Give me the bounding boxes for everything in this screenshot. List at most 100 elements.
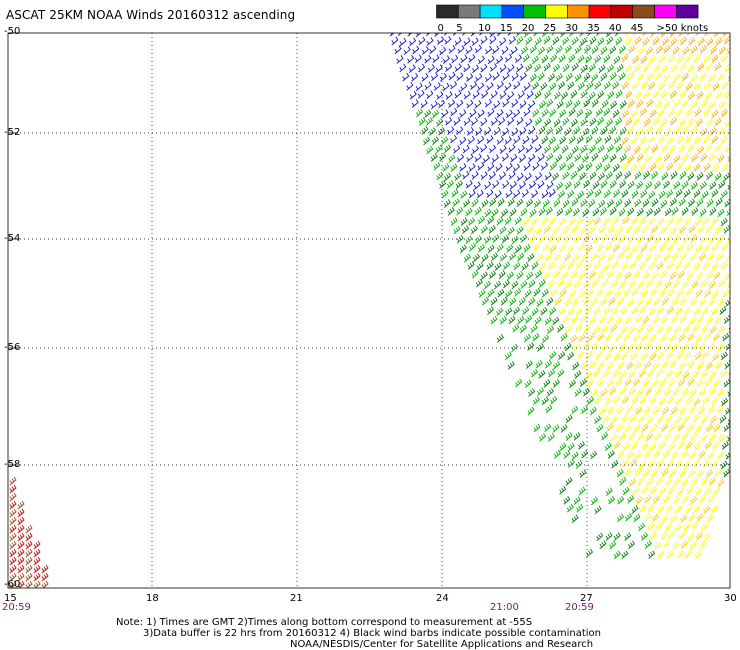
wind-barb xyxy=(665,414,673,424)
wind-barb xyxy=(564,325,572,334)
wind-barb xyxy=(504,82,512,91)
wind-barb xyxy=(628,325,636,334)
wind-barb xyxy=(403,46,411,55)
wind-barb xyxy=(597,90,605,99)
wind-barb xyxy=(456,99,464,109)
wind-barb xyxy=(407,33,413,37)
wind-barb xyxy=(631,216,639,225)
wind-barb xyxy=(562,225,570,235)
wind-barb xyxy=(648,307,656,316)
wind-barb xyxy=(687,360,695,369)
wind-barb xyxy=(552,144,560,153)
wind-barb xyxy=(557,369,565,378)
wind-barb xyxy=(528,100,536,109)
wind-barb xyxy=(472,90,480,100)
wind-barb xyxy=(564,280,572,290)
wind-barb xyxy=(459,244,467,254)
wind-barb xyxy=(533,33,538,37)
wind-barb xyxy=(532,396,540,406)
wind-barb xyxy=(711,262,719,272)
wind-barb xyxy=(637,415,645,424)
wind-barb xyxy=(649,396,657,405)
wind-barb xyxy=(691,521,699,531)
wind-barb xyxy=(523,244,531,253)
wind-barb xyxy=(456,206,464,216)
wind-barb xyxy=(505,289,513,299)
wind-barb xyxy=(552,270,560,279)
wind-barb xyxy=(494,262,502,271)
wind-barb xyxy=(570,89,578,99)
wind-barb xyxy=(480,225,488,234)
wind-barb xyxy=(634,90,642,100)
wind-barb xyxy=(699,208,707,217)
wind-barb xyxy=(600,324,608,333)
wind-barb xyxy=(674,325,682,334)
wind-barb xyxy=(725,451,730,460)
wind-barb xyxy=(709,207,717,216)
wind-barb xyxy=(492,180,500,189)
wind-barb xyxy=(685,441,693,450)
wind-barb xyxy=(651,225,659,234)
wind-barb xyxy=(432,109,440,119)
wind-barb xyxy=(606,36,614,45)
wind-barb xyxy=(556,207,564,217)
wind-barb xyxy=(732,470,738,478)
wind-barb xyxy=(575,460,583,469)
wind-barb xyxy=(491,252,499,262)
wind-barb xyxy=(520,234,528,243)
wind-barb xyxy=(692,504,700,514)
wind-barb xyxy=(624,468,632,477)
wind-barb xyxy=(562,117,570,126)
wind-barb xyxy=(641,485,649,495)
wind-barb xyxy=(9,548,17,558)
wind-barb xyxy=(668,378,676,387)
wind-barb xyxy=(591,126,599,135)
wind-barb xyxy=(555,125,563,135)
map-frame xyxy=(7,32,731,589)
wind-barb xyxy=(529,45,537,54)
wind-barb xyxy=(576,503,584,513)
wind-barb xyxy=(610,415,618,425)
wind-barb xyxy=(682,234,690,244)
wind-barb xyxy=(641,288,649,298)
wind-barb xyxy=(646,477,654,487)
wind-barb xyxy=(549,351,557,360)
wind-barb xyxy=(668,442,676,451)
wind-barb xyxy=(469,109,477,118)
wind-barb xyxy=(632,270,640,279)
wind-barb xyxy=(477,55,485,65)
wind-barb xyxy=(710,459,718,468)
wind-barb xyxy=(466,73,474,82)
wind-barb xyxy=(407,54,415,64)
lon-label: 15 xyxy=(4,593,17,604)
wind-barb xyxy=(577,190,585,200)
wind-barb xyxy=(693,189,701,199)
wind-barb xyxy=(631,109,638,119)
wind-barb xyxy=(499,145,507,154)
wind-barb xyxy=(627,343,635,353)
wind-barb xyxy=(531,134,539,144)
wind-barb xyxy=(636,99,644,109)
wind-barb xyxy=(627,495,635,504)
wind-barb xyxy=(543,35,551,45)
wind-barb xyxy=(708,297,716,306)
wind-barb xyxy=(654,180,661,190)
wind-barb xyxy=(513,306,520,316)
wind-barb xyxy=(620,351,628,361)
wind-barb xyxy=(474,206,482,216)
wind-barb xyxy=(471,269,479,279)
wind-barb xyxy=(696,118,704,127)
wind-barb xyxy=(480,35,488,45)
lon-label: 27 xyxy=(580,593,593,604)
wind-barb xyxy=(703,163,711,172)
wind-barb xyxy=(651,117,659,127)
wind-barb xyxy=(610,279,618,289)
wind-barb xyxy=(590,388,598,397)
wind-barb xyxy=(601,99,609,109)
wind-barb xyxy=(567,442,575,452)
wind-barb xyxy=(621,189,629,199)
wind-barb xyxy=(562,171,570,180)
wind-barb xyxy=(481,199,489,208)
wind-barb xyxy=(448,99,456,108)
wind-barb xyxy=(556,181,564,191)
